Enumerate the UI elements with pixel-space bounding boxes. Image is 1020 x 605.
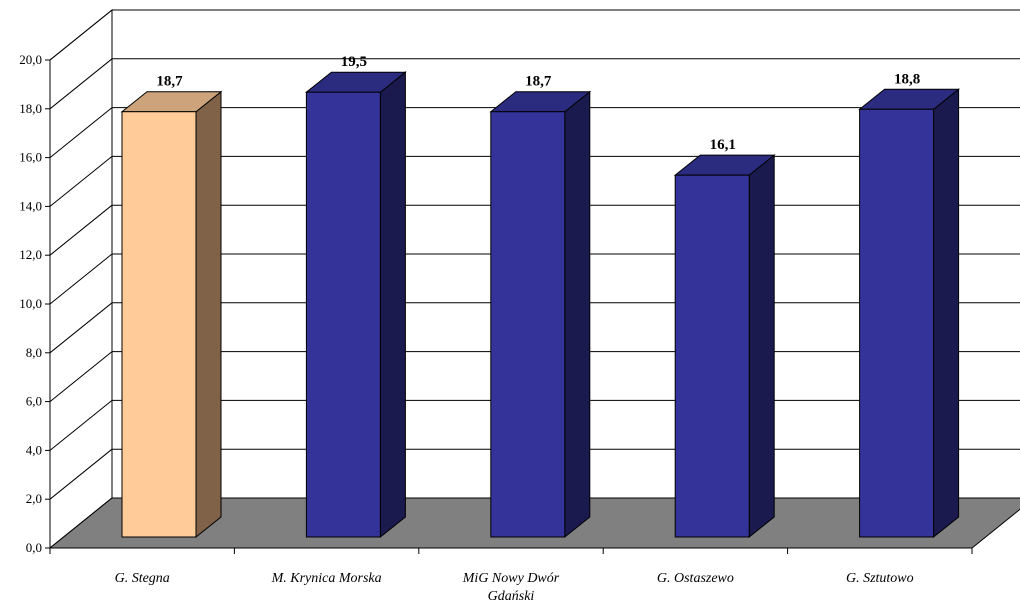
data-label: 19,5: [341, 54, 367, 70]
gridline-side: [49, 107, 113, 158]
gridline-side: [49, 156, 113, 207]
bar: [120, 90, 223, 539]
x-tick-label: MiG Nowy Dwór Gdański: [462, 571, 560, 604]
bar-front: [490, 111, 566, 538]
bars: [120, 71, 961, 539]
bar-side: [748, 154, 775, 539]
x-tick-label: G. Ostaszewo: [657, 571, 734, 586]
y-tick-label: 4,0: [26, 442, 42, 457]
bar: [673, 154, 776, 539]
bar-side: [564, 90, 591, 539]
y-tick-label: 14,0: [19, 198, 42, 213]
gridline-side: [49, 302, 113, 354]
x-tick-label: G. Sztutowo: [846, 571, 914, 586]
gridline-side: [49, 58, 113, 110]
bar-front: [674, 174, 750, 538]
y-tick-label: 16,0: [19, 150, 42, 165]
axes: [45, 59, 973, 554]
data-label: 18,7: [156, 74, 183, 90]
y-tick-label: 2,0: [26, 491, 42, 506]
labels: 0,0 2,0 4,0 6,0 8,0 10,0 12,0 14,0 16,0 18,0 20,0 1…: [19, 52, 920, 604]
bar: [489, 90, 592, 539]
y-tick-label: 8,0: [26, 345, 42, 360]
x-tick-label-line: G. Sztutowo: [846, 571, 914, 586]
gridline-side: [49, 400, 113, 451]
bar-front: [121, 111, 197, 538]
x-tick-label-line: MiG Nowy Dwór: [462, 571, 560, 586]
gridline-side: [49, 351, 113, 402]
x-tick-label-line: M. Krynica Morska: [271, 571, 382, 586]
bar: [304, 71, 407, 539]
bar-side: [195, 90, 222, 539]
gridline-side: [49, 253, 113, 305]
gridline-side: [49, 9, 113, 61]
gridline-side: [49, 448, 113, 500]
x-tick-label: G. Stegna: [115, 571, 170, 586]
y-tick-label: 0,0: [26, 540, 42, 555]
bar: [858, 88, 961, 539]
x-tick-label-line: G. Ostaszewo: [657, 571, 734, 586]
bar-side: [379, 71, 406, 539]
gridline-side: [49, 204, 113, 256]
x-tick-label: M. Krynica Morska: [271, 571, 382, 586]
bar-side: [933, 88, 960, 539]
y-tick-label: 20,0: [19, 52, 42, 67]
y-tick-label: 18,0: [19, 101, 42, 116]
data-label: 16,1: [710, 137, 736, 153]
y-tick-label: 6,0: [26, 394, 42, 409]
data-label: 18,8: [894, 71, 920, 87]
y-tick-label: 12,0: [19, 247, 42, 262]
data-label: 18,7: [525, 74, 552, 90]
bar-front: [305, 91, 381, 538]
bar-front: [859, 108, 935, 538]
y-tick-label: 10,0: [19, 296, 42, 311]
x-tick-label-line: G. Stegna: [115, 571, 170, 586]
x-tick-label-line: Gdański: [488, 589, 535, 604]
